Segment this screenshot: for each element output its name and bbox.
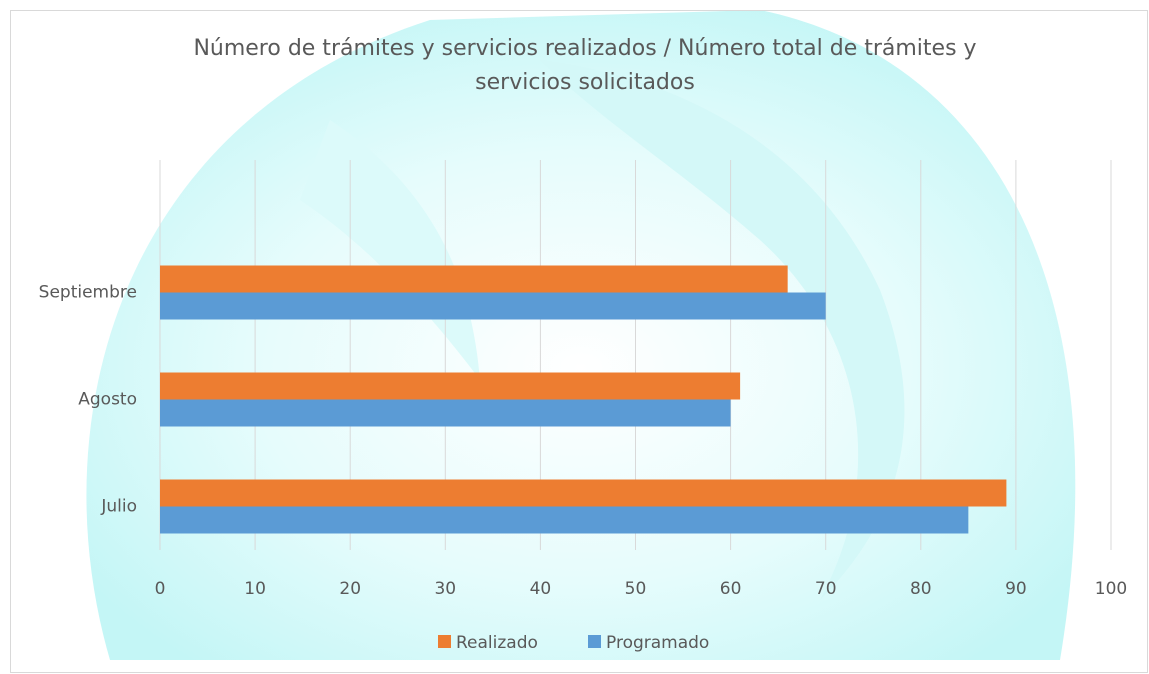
bar bbox=[160, 507, 968, 534]
bar bbox=[160, 400, 731, 427]
x-tick-label: 70 bbox=[815, 579, 837, 599]
x-tick-label: 90 bbox=[1005, 579, 1027, 599]
chart: Realizado Programado 0 10 20 30 40 50 60 70 80 90… bbox=[0, 0, 1149, 674]
legend-swatch bbox=[588, 635, 601, 648]
chart-title: Número de trámites y servicios realizado… bbox=[150, 32, 1020, 100]
x-tick-label: 20 bbox=[339, 579, 361, 599]
x-tick-label: 0 bbox=[155, 579, 166, 599]
bar bbox=[160, 373, 740, 400]
bar bbox=[160, 266, 788, 293]
legend-swatch bbox=[438, 635, 451, 648]
x-tick-label: 30 bbox=[434, 579, 456, 599]
x-tick-label: 40 bbox=[530, 579, 552, 599]
legend-label: Programado bbox=[606, 633, 709, 653]
y-tick-label: Septiembre bbox=[39, 283, 137, 303]
bar bbox=[160, 293, 826, 320]
y-tick-label: Julio bbox=[100, 497, 137, 517]
x-tick-label: 80 bbox=[910, 579, 932, 599]
bar bbox=[160, 480, 1006, 507]
page: Realizado Programado 0 10 20 30 40 50 60 70 80 90… bbox=[0, 0, 1149, 674]
x-tick-label: 60 bbox=[720, 579, 742, 599]
x-tick-label: 100 bbox=[1095, 579, 1127, 599]
y-tick-label: Agosto bbox=[78, 390, 137, 410]
x-tick-label: 50 bbox=[625, 579, 647, 599]
legend-label: Realizado bbox=[456, 633, 538, 653]
x-tick-label: 10 bbox=[244, 579, 266, 599]
